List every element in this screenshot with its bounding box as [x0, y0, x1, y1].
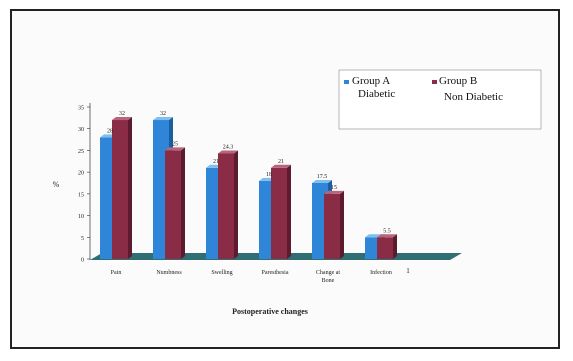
bar-group-b-top [377, 234, 397, 238]
bar-group-b-side [181, 147, 185, 259]
bar-group-b [271, 164, 291, 259]
chart-frame: 0 5 10 15 20 25 30 35 28 32 32 25 21 24.3 18 21 17.5 15 5… [10, 9, 560, 349]
x-tick-label: Paresthesia [262, 270, 289, 276]
bar-group-b [218, 150, 238, 259]
x-tick-label: Change at Bone [316, 270, 340, 284]
bar-group-b-front [112, 120, 128, 260]
x-tick-label: Swelling [211, 270, 232, 276]
bar-group-b [112, 117, 132, 260]
y-tick-label: 20 [78, 171, 84, 177]
y-tick-label: 25 [78, 149, 84, 155]
x-tick-label: Numbness [156, 270, 182, 276]
bar-group-b-side [128, 117, 132, 260]
data-label-group-b: 21 [278, 159, 284, 165]
legend-swatch-group-b [432, 80, 437, 84]
bar-group-b-top [112, 117, 132, 121]
x-tick-label: Pain [111, 270, 122, 276]
legend-swatch-group-a [344, 80, 349, 84]
bar-group-a-top [153, 117, 173, 121]
legend-box [338, 69, 542, 130]
bar-group-b-front [377, 237, 393, 259]
bar-group-b-top [271, 164, 291, 168]
data-label-group-b: 15 [331, 185, 337, 191]
data-label-group-a: 32 [160, 111, 166, 117]
data-label-group-a: 28 [107, 128, 113, 134]
bar-group-b-top [218, 150, 238, 154]
y-tick-label: 0 [81, 258, 84, 264]
legend-label-group-b: Group B Non Diabetic [439, 75, 503, 103]
bar-group-b-front [271, 167, 287, 259]
legend: Group A Diabetic Group B Non Diabetic [338, 69, 542, 130]
bar-group-b-side [287, 164, 291, 259]
y-axis-label: % [53, 180, 60, 189]
bar-group-b [165, 147, 185, 259]
bar-group-b-side [234, 150, 238, 259]
data-label-group-b: 5.5 [383, 228, 391, 234]
legend-label-group-a: Group A Diabetic [352, 75, 395, 100]
data-label-group-b: 24.3 [223, 144, 234, 150]
data-label-group-a: 21 [213, 159, 219, 165]
y-tick-label: 15 [78, 192, 84, 198]
data-label-group-a: 17.5 [317, 174, 328, 180]
x-axis-title: Postoperative changes [232, 307, 308, 316]
data-label-group-b: 32 [119, 111, 125, 117]
data-label-group-a: 18 [266, 172, 272, 178]
y-tick-label: 35 [78, 106, 84, 112]
y-tick-label: 30 [78, 127, 84, 133]
bar-group-b [324, 190, 344, 259]
stray-tick-label: 1 [406, 267, 410, 275]
bar-group-b-front [165, 150, 181, 259]
bar-group-b [377, 234, 397, 259]
y-tick-label: 5 [81, 236, 84, 242]
bar-group-b-front [218, 153, 234, 259]
bar-group-b-side [393, 234, 397, 259]
data-label-group-b: 25 [172, 141, 178, 147]
bar-group-b-side [340, 190, 344, 259]
x-tick-label: Infection [370, 269, 392, 276]
bar-group-a-top [312, 180, 332, 183]
bar-group-b-front [324, 193, 340, 259]
bar-group-b-top [165, 147, 185, 151]
bar-group-b-top [324, 190, 344, 194]
y-tick-label: 10 [78, 214, 84, 220]
